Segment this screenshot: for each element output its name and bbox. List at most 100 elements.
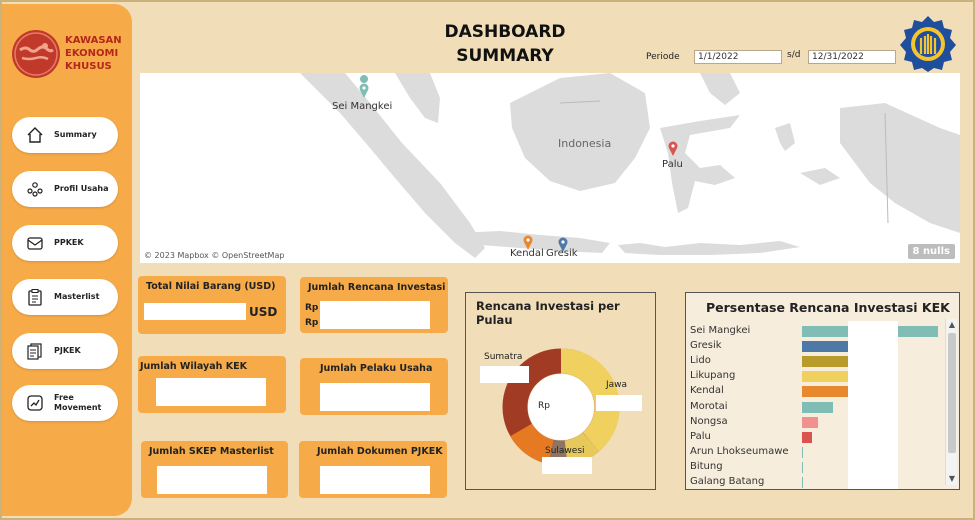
map-label-indonesia: Indonesia xyxy=(558,137,612,150)
documents-icon xyxy=(24,340,46,362)
investment-map[interactable]: Sei Mangkei Indonesia Palu Kendal Gresik… xyxy=(140,73,960,263)
bar-mark[interactable] xyxy=(802,341,851,353)
card-rencana-rp-1: Rp xyxy=(305,303,319,313)
bar-label: Kendal xyxy=(690,385,724,397)
bar-mark[interactable] xyxy=(802,401,834,413)
scroll-down-icon[interactable]: ▼ xyxy=(948,474,956,483)
periode-label: Periode xyxy=(646,52,680,62)
bar-mark[interactable] xyxy=(802,477,803,488)
donut-value-sumatra xyxy=(480,366,529,383)
bar-label: Galang Batang xyxy=(690,476,765,487)
donut-center xyxy=(528,374,594,440)
map-attribution[interactable]: © 2023 Mapbox © OpenStreetMap xyxy=(144,251,285,260)
card-total-nilai-barang: Total Nilai Barang (USD) USD xyxy=(138,276,286,334)
card-jumlah-skep-masterlist: Jumlah SKEP Masterlist xyxy=(141,441,288,498)
card-jumlah-rencana-investasi: Jumlah Rencana Investasi Rp Rp xyxy=(300,277,448,333)
bar-label: Palu xyxy=(690,430,711,442)
nav-summary-label: Summary xyxy=(54,130,97,139)
bar-mark[interactable] xyxy=(802,461,804,473)
nav-ppkek-button[interactable]: PPKEK xyxy=(12,225,118,261)
scroll-thumb[interactable] xyxy=(948,333,956,453)
home-icon xyxy=(24,124,46,146)
bar-label: Lido xyxy=(690,355,711,367)
sei-mangkei-marker[interactable] xyxy=(359,75,369,98)
bar-label: Gresik xyxy=(690,340,722,352)
donut-slice-other xyxy=(510,423,555,465)
sidebar: KAWASAN EKONOMI KHUSUS Summary Profil Us… xyxy=(2,4,132,516)
card-rencana-rp-2: Rp xyxy=(305,318,319,328)
donut-slice-jawa-2 xyxy=(563,432,600,466)
card-jumlah-dokumen-pjkek-value xyxy=(320,466,430,494)
bar-list-scrollbar[interactable]: ▲ ▼ xyxy=(945,319,957,485)
nav-free-movement-label: Free Movement xyxy=(54,393,102,412)
palu-marker[interactable] xyxy=(668,141,678,157)
donut-center-label: Rp xyxy=(538,401,550,411)
map-label-palu: Palu xyxy=(662,159,683,170)
card-jumlah-wilayah-kek-title: Jumlah Wilayah KEK xyxy=(140,361,247,372)
bar-mark[interactable] xyxy=(802,386,851,398)
nav-masterlist-button[interactable]: Masterlist xyxy=(12,279,118,315)
kendal-marker[interactable] xyxy=(523,235,533,251)
start-date-field[interactable]: 1/1/2022 xyxy=(694,50,782,64)
map-label-gresik: Gresik xyxy=(546,248,578,259)
card-jumlah-skep-masterlist-title: Jumlah SKEP Masterlist xyxy=(149,446,274,457)
donut-title: Rencana Investasi per Pulau xyxy=(476,299,620,327)
brand-text: KAWASAN EKONOMI KHUSUS xyxy=(65,34,127,73)
card-total-nilai-barang-value xyxy=(144,303,246,320)
scroll-up-icon[interactable]: ▲ xyxy=(948,320,956,329)
card-jumlah-dokumen-pjkek-title: Jumlah Dokumen PJKEK xyxy=(317,446,443,457)
clipboard-icon xyxy=(24,286,46,308)
donut-panel: Rencana Investasi per Pulau Sumatra Jawa… xyxy=(465,292,656,490)
envelope-icon xyxy=(24,232,46,254)
people-icon xyxy=(24,178,46,200)
bar-label: Sei Mangkei xyxy=(690,325,751,336)
page-title-line-1: DASHBOARD xyxy=(444,22,566,42)
nav-pjkek-button[interactable]: PJKEK xyxy=(12,333,118,369)
card-jumlah-wilayah-kek-value xyxy=(156,378,266,406)
bar-label: Nongsa xyxy=(690,415,728,427)
donut-label-sulawesi: Sulawesi xyxy=(545,446,585,456)
donut-value-sulawesi xyxy=(542,457,592,474)
map-label-sei-mangkei: Sei Mangkei xyxy=(332,101,393,112)
nav-profil-usaha-button[interactable]: Profil Usaha xyxy=(12,171,118,207)
card-total-nilai-barang-unit: USD xyxy=(249,305,278,319)
card-jumlah-rencana-investasi-title: Jumlah Rencana Investasi xyxy=(308,282,446,293)
bar-mark[interactable] xyxy=(802,371,851,383)
ministry-emblem xyxy=(897,14,959,72)
nav-masterlist-label: Masterlist xyxy=(54,292,100,301)
bar-list-title: Persentase Rencana Investasi KEK xyxy=(706,300,950,315)
gresik-marker[interactable] xyxy=(558,237,568,253)
bar-mark[interactable] xyxy=(802,431,812,443)
bar-label: Bitung xyxy=(690,460,723,472)
bar-mark[interactable] xyxy=(802,356,851,368)
card-jumlah-dokumen-pjkek: Jumlah Dokumen PJKEK xyxy=(299,441,447,498)
donut-label-sumatra: Sumatra xyxy=(484,352,523,362)
nulls-indicator[interactable]: 8 nulls xyxy=(907,244,955,259)
donut-slice-sulawesi xyxy=(548,439,568,466)
nav-ppkek-label: PPKEK xyxy=(54,238,84,247)
end-date-field[interactable]: 12/31/2022 xyxy=(808,50,896,64)
donut-value-jawa xyxy=(596,395,642,411)
brand-line-2: EKONOMI xyxy=(65,48,119,59)
bar-label: Arun Lhokseumawe xyxy=(690,445,789,457)
nav-pjkek-label: PJKEK xyxy=(54,346,81,355)
trend-icon xyxy=(24,392,46,414)
nav-summary-button[interactable]: Summary xyxy=(12,117,118,153)
brand-line-3: KHUSUS xyxy=(65,61,112,72)
bar-list-panel: Persentase Rencana Investasi KEK Sei Man… xyxy=(685,292,960,490)
card-jumlah-rencana-investasi-value xyxy=(320,301,430,329)
card-jumlah-skep-masterlist-value xyxy=(157,466,267,494)
page-title-line-2: SUMMARY xyxy=(456,46,554,66)
nav-free-movement-button[interactable]: Free Movement xyxy=(12,385,118,421)
nav-profil-usaha-label: Profil Usaha xyxy=(54,184,109,193)
brand-line-1: KAWASAN xyxy=(65,35,122,46)
bar-label: Morotai xyxy=(690,400,728,412)
bar-mark[interactable] xyxy=(802,416,819,428)
card-total-nilai-barang-title: Total Nilai Barang (USD) xyxy=(146,281,276,292)
donut-label-jawa: Jawa xyxy=(606,380,628,390)
bar-mark[interactable] xyxy=(802,446,804,458)
donut-slice-jawa xyxy=(560,348,620,452)
kek-logo xyxy=(12,30,60,78)
date-separator: s/d xyxy=(787,50,801,60)
